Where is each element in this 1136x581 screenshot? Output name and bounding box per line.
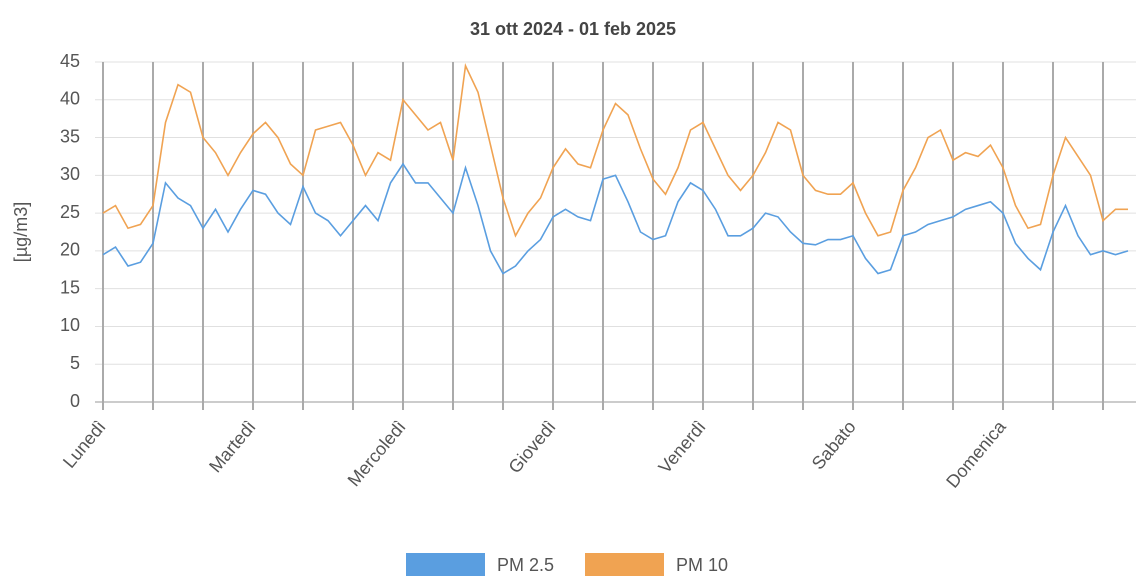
x-tick-label: Domenica	[942, 416, 1010, 492]
x-tick-label: Venerdì	[654, 417, 709, 477]
x-tick-label: Mercoledì	[344, 417, 410, 490]
y-tick-label: 35	[60, 126, 80, 146]
y-tick-label: 40	[60, 89, 80, 109]
x-tick-label: Lunedì	[59, 417, 110, 472]
y-tick-label: 0	[70, 391, 80, 411]
legend-swatch	[406, 553, 485, 576]
y-tick-label: 15	[60, 277, 80, 297]
y-tick-label: 25	[60, 202, 80, 222]
y-tick-label: 45	[60, 51, 80, 71]
line-series	[102, 162, 1129, 275]
y-tick-label: 10	[60, 315, 80, 335]
x-tick-label: Giovedì	[504, 417, 559, 477]
legend-label: PM 10	[676, 555, 728, 575]
line-series	[102, 62, 1128, 238]
y-tick-label: 30	[60, 164, 80, 184]
legend-swatch	[585, 553, 664, 576]
chart-title: 31 ott 2024 - 01 feb 2025	[470, 19, 676, 39]
y-tick-label: 5	[70, 353, 80, 373]
x-tick-label: Sabato	[808, 417, 860, 474]
y-axis-label: [µg/m3]	[11, 202, 31, 262]
legend-label: PM 2.5	[497, 555, 554, 575]
y-tick-label: 20	[60, 240, 80, 260]
x-tick-label: Martedì	[205, 417, 260, 477]
